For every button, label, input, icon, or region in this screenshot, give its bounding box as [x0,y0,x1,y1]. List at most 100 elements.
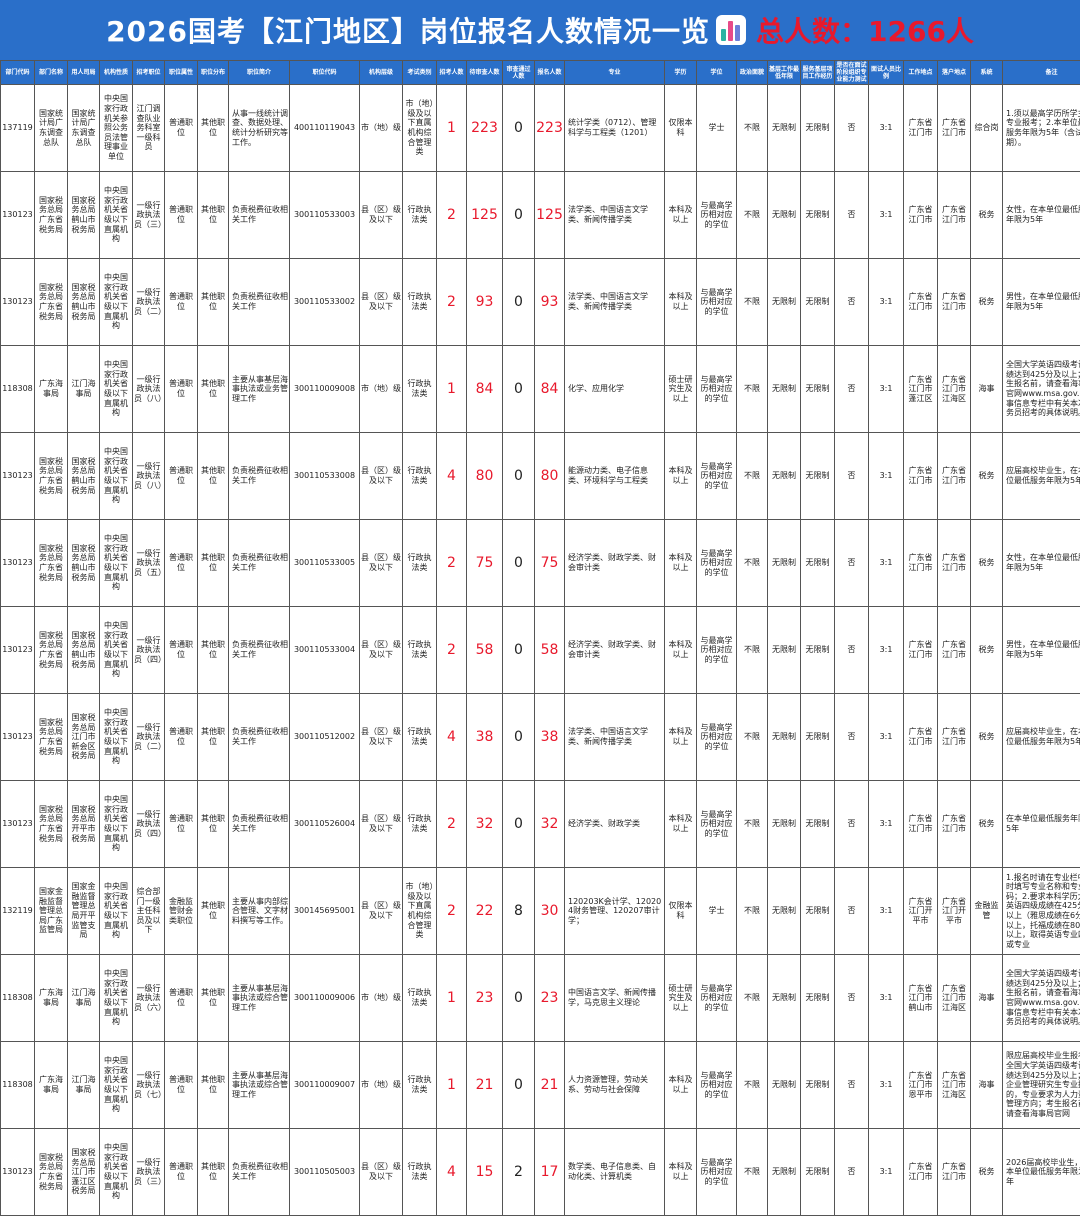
hukou-cell: 广东省江门市江海区 [937,1041,971,1129]
dept-name-cell: 国家税务总局广东省税务局 [34,258,68,346]
position-code-cell: 300145695001 [289,867,360,955]
level-cell: 市（地）级 [359,345,403,433]
intro-cell: 主要从事基层海事执法或综合管理工作 [228,954,290,1042]
table-row: 130123 国家税务总局广东省税务局 国家税务总局鹤山市税务局 中央国家行政机关省级… [0,606,1080,694]
applicant-count-cell: 58 [534,606,565,694]
degree-cell: 与最高学历相对应的学位 [696,432,737,520]
education-cell: 本科及以上 [664,171,697,259]
test-cell: 否 [834,258,869,346]
dept-code-cell: 137119 [0,84,35,172]
position-cell: 一级行政执法员（五） [132,519,165,607]
hukou-cell: 广东省江门开平市 [937,867,971,955]
dept-code-cell: 130123 [0,258,35,346]
years-cell: 无限制 [767,606,801,694]
total-applicants: 总人数：1266人 [756,15,974,48]
degree-cell: 与最高学历相对应的学位 [696,606,737,694]
position-cell: 一级行政执法员（六） [132,954,165,1042]
passed-count-cell: 0 [502,1041,535,1129]
recruit-count-cell: 2 [436,867,467,955]
dept-code-cell: 130123 [0,1128,35,1216]
recruit-count-cell: 4 [436,1128,467,1216]
recruit-count-cell: 2 [436,258,467,346]
column-header: 基层工作最低年限 [767,60,801,85]
note-cell: 限应届高校毕业生报考；全国大学英语四级考试成绩达到425分及以上；以企业管理研究… [1002,1041,1080,1129]
passed-count-cell: 0 [502,693,535,781]
column-header: 学历 [664,60,697,85]
dist-cell: 其他职位 [197,780,229,868]
column-header: 面试人员比例 [868,60,904,85]
degree-cell: 与最高学历相对应的学位 [696,519,737,607]
attr-cell: 普通职位 [164,780,198,868]
major-cell: 120203K会计学、120204财务管理、120207审计学； [564,867,665,955]
position-code-cell: 300110505003 [289,1128,360,1216]
intro-cell: 主要从事基层海事执法或综合管理工作 [228,1041,290,1129]
bar-chart-icon [716,15,746,45]
position-cell: 一级行政执法员（八） [132,432,165,520]
ratio-cell: 3:1 [868,954,904,1042]
years-cell: 无限制 [767,432,801,520]
pending-count-cell: 32 [466,780,503,868]
years-cell: 无限制 [767,693,801,781]
test-cell: 否 [834,1041,869,1129]
degree-cell: 学士 [696,867,737,955]
education-cell: 本科及以上 [664,780,697,868]
political-cell: 不限 [736,258,768,346]
major-cell: 经济学类、财政学类、财会审计类 [564,519,665,607]
position-code-cell: 300110512002 [289,693,360,781]
dept-name-cell: 国家税务总局广东省税务局 [34,171,68,259]
table-body: 137119 国家统计局广东调查总队 国家统计局广东调查总队 中央国家行政机关参照公务… [0,84,1080,1216]
education-cell: 本科及以上 [664,1128,697,1216]
education-cell: 硕士研究生及以上 [664,345,697,433]
years-cell: 无限制 [767,867,801,955]
nature-cell: 中央国家行政机关省级以下直属机构 [99,171,133,259]
column-header: 审查通过人数 [502,60,535,85]
major-cell: 能源动力类、电子信息类、环境科学与工程类 [564,432,665,520]
position-cell: 一级行政执法员（四） [132,606,165,694]
degree-cell: 与最高学历相对应的学位 [696,954,737,1042]
service-cell: 无限制 [800,606,835,694]
position-code-cell: 300110533005 [289,519,360,607]
major-cell: 人力资源管理，劳动关系、劳动与社会保障 [564,1041,665,1129]
hukou-cell: 广东省江门市 [937,84,971,172]
workplace-cell: 广东省江门市 [903,432,938,520]
dist-cell: 其他职位 [197,867,229,955]
passed-count-cell: 0 [502,84,535,172]
level-cell: 县（区）级及以下 [359,519,403,607]
education-cell: 仅限本科 [664,867,697,955]
workplace-cell: 广东省江门市恩平市 [903,1041,938,1129]
system-cell: 税务 [970,519,1003,607]
system-cell: 税务 [970,432,1003,520]
service-cell: 无限制 [800,84,835,172]
test-cell: 否 [834,432,869,520]
ratio-cell: 3:1 [868,1128,904,1216]
column-header: 机构性质 [99,60,133,85]
workplace-cell: 广东省江门市 [903,606,938,694]
table-header-row: 部门代码 部门名称 用人司局 机构性质 招考职位 职位属性 职位分布 职位简介 职位代码 机构层级… [0,60,1080,85]
workplace-cell: 广东省江门市 [903,693,938,781]
level-cell: 县（区）级及以下 [359,258,403,346]
years-cell: 无限制 [767,171,801,259]
title-bar: 2026国考【江门地区】岗位报名人数情况一览 总人数：1266人 [0,0,1080,60]
service-cell: 无限制 [800,171,835,259]
column-header: 学位 [696,60,737,85]
workplace-cell: 广东省江门市 [903,780,938,868]
table-row: 130123 国家税务总局广东省税务局 国家税务总局开平市税务局 中央国家行政机关省级… [0,780,1080,868]
position-cell: 综合部门一级主任科员及以下 [132,867,165,955]
system-cell: 税务 [970,606,1003,694]
system-cell: 税务 [970,258,1003,346]
recruit-count-cell: 4 [436,432,467,520]
intro-cell: 从事一线统计调查、数据处理、统计分析研究等工作。 [228,84,290,172]
recruit-count-cell: 1 [436,1041,467,1129]
service-cell: 无限制 [800,432,835,520]
table-row: 132119 国家金融监督管理总局广东监管局 国家金融监督管理总局开平监管支局 中央国… [0,867,1080,955]
ratio-cell: 3:1 [868,171,904,259]
degree-cell: 与最高学历相对应的学位 [696,693,737,781]
table-row: 130123 国家税务总局广东省税务局 国家税务总局鹤山市税务局 中央国家行政机关省级… [0,432,1080,520]
applicant-count-cell: 38 [534,693,565,781]
test-cell: 否 [834,780,869,868]
nature-cell: 中央国家行政机关省级以下直属机构 [99,780,133,868]
level-cell: 县（区）级及以下 [359,432,403,520]
attr-cell: 普通职位 [164,258,198,346]
bureau-cell: 国家税务总局鹤山市税务局 [67,606,100,694]
major-cell: 数学类、电子信息类、自动化类、计算机类 [564,1128,665,1216]
